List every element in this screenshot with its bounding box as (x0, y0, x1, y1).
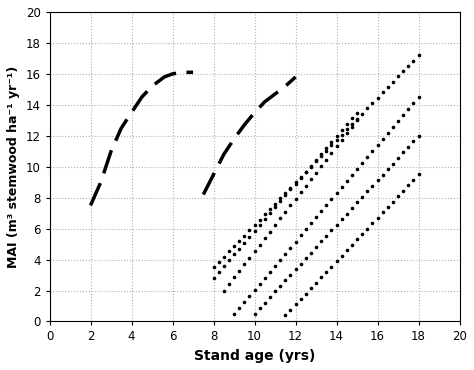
X-axis label: Stand age (yrs): Stand age (yrs) (194, 349, 315, 363)
Y-axis label: MAI (m³ stemwood ha⁻¹ yr⁻¹): MAI (m³ stemwood ha⁻¹ yr⁻¹) (7, 65, 20, 268)
